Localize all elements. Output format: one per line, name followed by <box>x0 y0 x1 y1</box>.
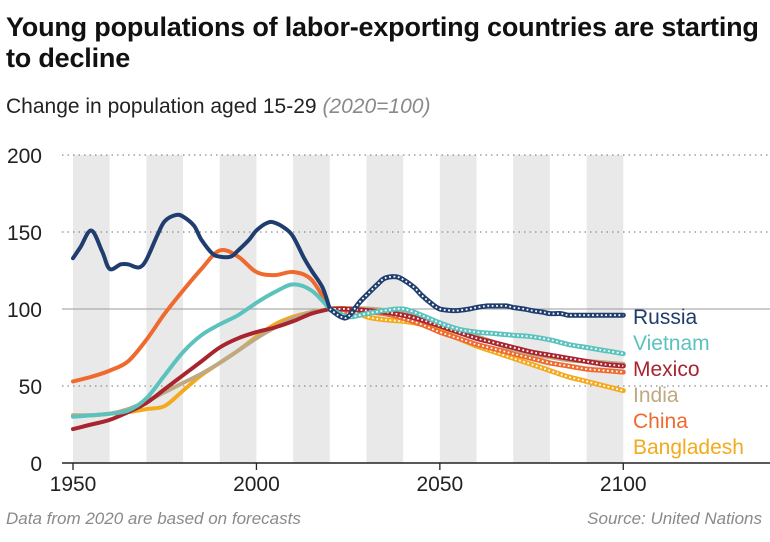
subtitle-text: Change in population aged 15-29 <box>6 95 317 118</box>
x-tick-label-1950: 1950 <box>50 473 97 496</box>
series-label-mexico: Mexico <box>633 358 700 381</box>
y-tick-label-50: 50 <box>19 376 42 399</box>
series-line-mexico <box>71 307 332 432</box>
series-line-vietnam <box>71 282 332 419</box>
series-label-vietnam: Vietnam <box>633 332 710 355</box>
series-line-russia <box>71 212 332 311</box>
y-tick-label-100: 100 <box>7 299 42 322</box>
chart-subtitle: Change in population aged 15-29 (2020=10… <box>6 95 430 119</box>
forecast-dots-russia <box>329 275 624 319</box>
series-label-bangladesh: Bangladesh <box>633 436 744 459</box>
series-line-china <box>71 248 332 384</box>
source-note: Source: United Nations <box>587 509 762 528</box>
chart-title: Young populations of labor-exporting cou… <box>6 12 759 73</box>
forecast-dots-vietnam <box>329 307 624 355</box>
forecast-note: Data from 2020 are based on forecasts <box>6 509 301 528</box>
subtitle-note: (2020=100) <box>322 95 431 118</box>
forecast-dots-bangladesh <box>329 307 624 392</box>
forecast-dots-china <box>329 308 624 373</box>
series-label-india: India <box>633 384 679 407</box>
y-tick-label-150: 150 <box>7 222 42 245</box>
x-tick-label-2100: 2100 <box>600 473 647 496</box>
x-tick-label-2050: 2050 <box>416 473 463 496</box>
x-tick-label-2000: 2000 <box>233 473 280 496</box>
series-label-china: China <box>633 410 688 433</box>
series-label-russia: Russia <box>633 306 698 329</box>
y-tick-label-200: 200 <box>7 145 42 168</box>
y-tick-label-0: 0 <box>30 453 42 476</box>
